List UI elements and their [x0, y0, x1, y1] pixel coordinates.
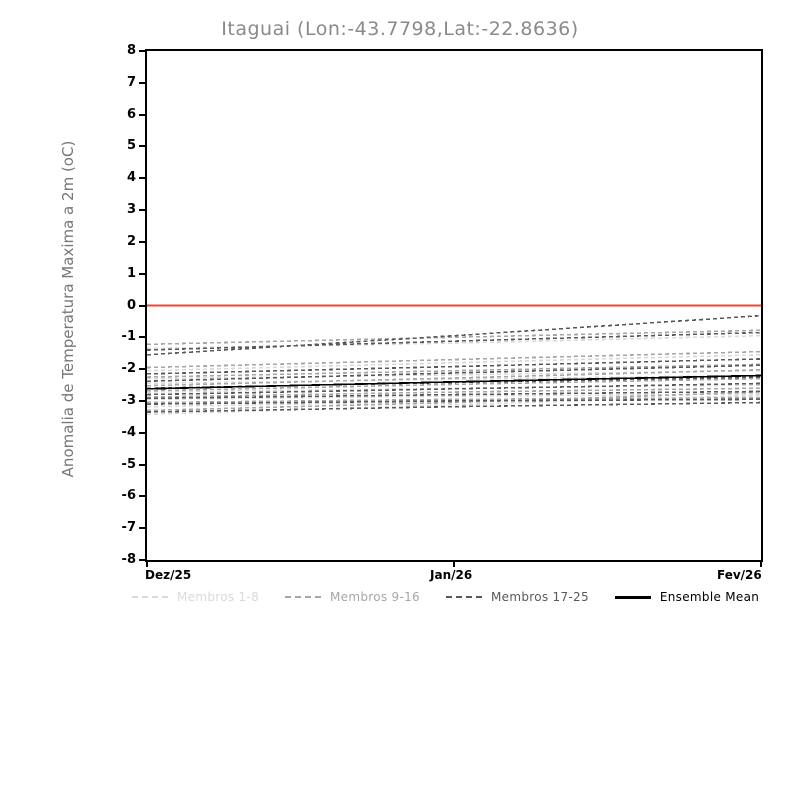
legend-item[interactable]: Membros 17-25: [446, 590, 589, 604]
y-tick-label: -3: [121, 392, 136, 408]
y-tick-label: -1: [121, 329, 136, 345]
series-line: [147, 364, 761, 383]
ensemble-mean-line: [147, 374, 761, 390]
series-line: [147, 384, 761, 393]
plot-area: 8 7 6 5 4 3 2 1 0 -1 -2 -3 -4 -5 -6 -7 -8 Dez/25 Jan/26 Fe…: [122, 43, 763, 582]
series-line: [147, 354, 761, 372]
series-line: [147, 398, 761, 405]
series-line: [147, 391, 761, 412]
x-tick-label: Dez/25: [145, 568, 192, 582]
y-tick-mark: [139, 145, 147, 148]
legend-label: Ensemble Mean: [659, 590, 760, 604]
y-tick-mark: [139, 304, 147, 307]
y-tick-mark: [139, 50, 147, 52]
y-tick-label: -4: [121, 424, 136, 440]
y-tick-label: -6: [121, 488, 136, 504]
series-line: [147, 314, 761, 356]
y-tick-mark: [139, 81, 147, 84]
series-line: [147, 382, 761, 396]
y-tick-mark: [139, 399, 147, 402]
legend-item[interactable]: Membros 9-16: [285, 590, 420, 604]
legend-item[interactable]: Membros 1-8: [132, 590, 259, 604]
legend-label: Membros 1-8: [177, 590, 260, 604]
y-tick-label: 5: [126, 138, 136, 154]
legend-label: Membros 9-16: [330, 590, 420, 604]
y-tick-label: 8: [126, 43, 136, 58]
x-tick-mark: [453, 560, 455, 567]
y-tick-label: 2: [126, 233, 136, 249]
y-tick-mark: [139, 559, 147, 561]
series-line: [147, 350, 761, 369]
legend-swatch: [614, 595, 651, 599]
y-tick-mark: [139, 209, 147, 212]
x-tick-label: Jan/26: [430, 568, 473, 582]
y-tick-mark: [139, 177, 147, 180]
y-tick-label: -2: [121, 361, 136, 377]
y-tick-mark: [139, 368, 147, 371]
series-line: [147, 331, 761, 351]
series-line: [147, 329, 761, 346]
legend-swatch: [285, 596, 322, 598]
x-tick-mark: [146, 560, 148, 567]
legend: Membros 1-8 Membros 9-16 Membros 17-25 Ense…: [132, 588, 782, 606]
y-tick-label: 6: [126, 106, 136, 122]
y-axis-label: Anomalia de Temperatura Maxima a 2m (oC): [59, 140, 77, 478]
series-line: [147, 358, 761, 375]
series-line: [147, 376, 761, 390]
page-title: Itaguai (Lon:-43.7798,Lat:-22.8636): [221, 18, 579, 40]
y-tick-mark: [139, 495, 147, 498]
y-tick-label: 0: [126, 297, 136, 313]
y-tick-label: -5: [121, 456, 136, 472]
y-tick-label: 4: [126, 170, 136, 186]
series-line: [147, 390, 761, 400]
y-tick-label: 7: [126, 74, 136, 90]
legend-label: Membros 17-25: [491, 590, 589, 604]
series-line: [147, 377, 761, 392]
y-tick-mark: [139, 113, 147, 116]
legend-swatch: [132, 596, 168, 598]
legend-swatch: [446, 596, 482, 598]
y-tick-label: -8: [121, 552, 136, 567]
y-tick-mark: [139, 463, 147, 466]
series-line: [147, 363, 761, 378]
y-tick-mark: [139, 527, 147, 530]
chart-page: Itaguai (Lon:-43.7798,Lat:-22.8636) Anom…: [59, 18, 782, 606]
x-tick-mark: [760, 560, 762, 567]
series-line: [147, 334, 761, 350]
y-tick-mark: [139, 336, 147, 339]
series-line: [147, 393, 761, 401]
y-tick-label: 1: [126, 265, 136, 281]
series-canvas: [147, 304, 761, 416]
x-tick-label: Fev/26: [717, 568, 762, 582]
series-line: [147, 368, 761, 387]
plot-clip: [147, 51, 761, 560]
y-tick-mark: [139, 272, 147, 275]
y-tick-label: 3: [126, 202, 136, 218]
series-line: [147, 401, 761, 413]
legend-item[interactable]: Ensemble Mean: [614, 590, 760, 604]
y-tick-mark: [139, 240, 147, 243]
series-line: [147, 396, 761, 404]
y-tick-mark: [139, 431, 147, 434]
series-line: [147, 387, 761, 398]
y-tick-label: -7: [121, 520, 136, 536]
